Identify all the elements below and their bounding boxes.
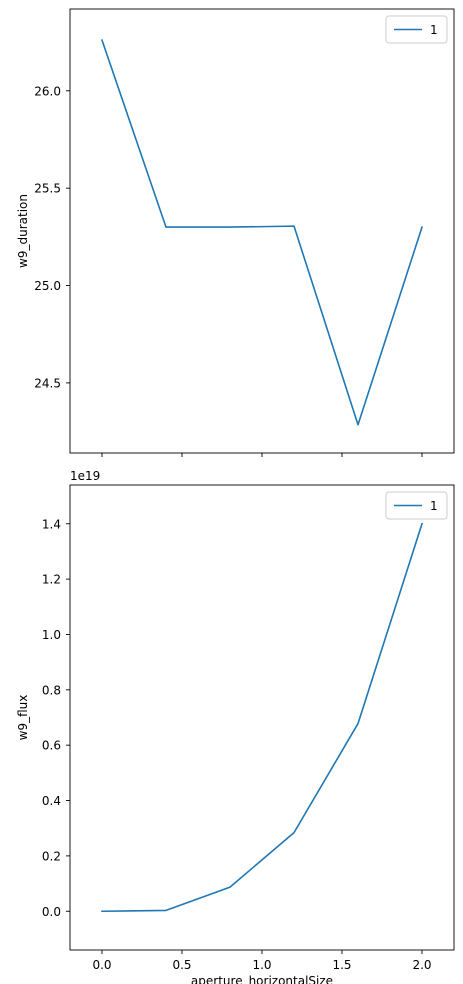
flux-x-axis-label: aperture_horizontalSize	[191, 974, 333, 984]
flux-series-line-0	[101, 522, 424, 913]
duration-y-axis-label: w9_duration	[16, 194, 30, 268]
flux-x-tick-label: 1.5	[332, 958, 351, 972]
duration-panel: 24.5 25.0 25.5 26.0 w9_duration 1	[16, 8, 455, 457]
duration-series-line-0	[100, 39, 424, 426]
flux-x-tick-label: 0.0	[92, 958, 111, 972]
duration-y-tick-label: 25.5	[34, 182, 61, 196]
flux-x-tick-label: 2.0	[412, 958, 431, 972]
flux-plot-layer: 0.0 0.5 1.0 1.5 2.0 0.0 0.2 0.4 0.6 0.8 1.0 1.2 1.4	[42, 484, 455, 972]
duration-plot-layer: 24.5 25.0 25.5 26.0	[34, 8, 455, 457]
flux-panel: 0.0 0.5 1.0 1.5 2.00.00.20.40.60.81.01.21.4 …	[16, 469, 455, 984]
flux-y-tick-label: 1.2	[42, 573, 61, 587]
duration-legend-label: 1	[430, 23, 438, 37]
flux-y-tick-label: 0.2	[42, 849, 61, 863]
flux-legend[interactable]: 1	[385, 491, 448, 520]
flux-x-tick-label: 0.5	[172, 958, 191, 972]
duration-y-tick-label: 26.0	[34, 84, 61, 98]
flux-y-tick-label: 1.0	[42, 628, 61, 642]
flux-y-tick-label: 0.0	[42, 905, 61, 919]
flux-x-tick-label: 1.0	[252, 958, 271, 972]
flux-y-tick-label: 0.4	[42, 794, 61, 808]
duration-legend[interactable]: 1	[385, 15, 448, 44]
flux-y-tick-label: 1.4	[42, 517, 61, 531]
flux-y-tick-label: 0.8	[42, 683, 61, 697]
duration-y-tick-label: 25.0	[34, 279, 61, 293]
flux-y-tick-label: 0.6	[42, 739, 61, 753]
flux-y-axis-label: w9_flux	[16, 695, 30, 741]
duration-y-tick-label: 24.5	[34, 376, 61, 390]
flux-offset-text: 1e19	[70, 469, 100, 483]
flux-legend-label: 1	[430, 499, 438, 513]
